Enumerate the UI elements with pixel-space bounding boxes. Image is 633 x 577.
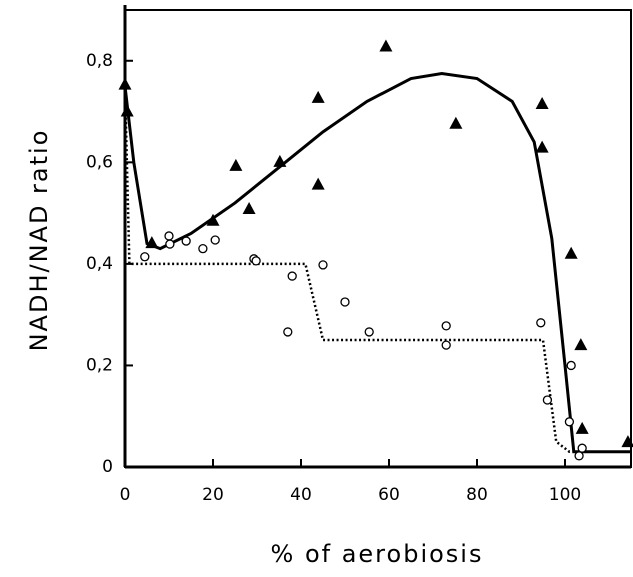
triangle-point [273,154,287,167]
circle-point [165,239,175,249]
circle-point [542,395,553,405]
x-tick-label: 80 [466,485,488,505]
circle-point [566,360,576,371]
triangle-point [574,338,588,351]
triangle-point [242,202,256,215]
triangle-point [206,213,220,226]
circle-point [140,252,150,262]
circle-point [441,340,451,350]
circle-point [564,417,575,427]
triangle-point [229,158,243,171]
y-tick-label: 0 [102,457,113,477]
fit-curve [123,71,631,454]
circle-point [181,236,191,246]
triangle-point [575,421,589,434]
y-tick-label: 0,4 [86,254,113,274]
triangle-point [449,116,463,129]
circle-point [340,297,350,307]
circle-point [536,318,546,328]
circle-point [251,256,261,266]
fit-curve [123,86,631,454]
triangle-point [535,96,549,109]
circle-point [164,231,174,241]
y-tick-label: 0,8 [86,51,113,71]
circle-point [198,244,208,254]
triangle-point [564,246,578,259]
triangle-point [535,140,549,153]
x-tick-label: 60 [378,485,400,505]
x-tick-label: 20 [202,485,224,505]
y-axis-title: NADH/NAD ratio [25,129,53,352]
circle-point [287,271,297,281]
triangle-point [145,236,159,249]
circle-point [318,260,328,270]
plot-frame [124,9,632,468]
triangle-point [120,104,134,117]
triangle-point [118,77,132,90]
triangle-point [621,435,633,448]
circle-point [441,321,451,331]
triangle-point [311,90,325,103]
circle-point [364,327,374,337]
triangle-point [379,39,393,52]
circle-point [283,327,293,337]
x-axis-title: % of aerobiosis [271,540,484,568]
circle-point [577,443,587,453]
x-tick-label: 0 [120,485,131,505]
x-tick-label: 40 [290,485,312,505]
circle-point [210,235,220,245]
circle-point [574,451,584,461]
y-tick-label: 0,2 [86,355,113,375]
x-tick-label: 100 [549,485,581,505]
triangle-point [311,177,325,190]
y-tick-label: 0,6 [86,152,113,172]
